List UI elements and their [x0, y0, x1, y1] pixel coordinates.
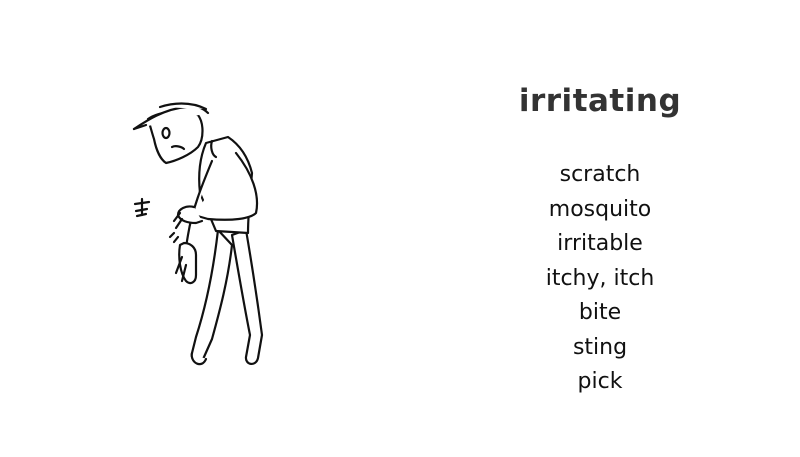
list-item: sting — [572, 334, 628, 360]
vocabulary-panel: irritating scratch mosquito irritable it… — [480, 78, 720, 400]
scratching-person-icon — [132, 102, 264, 366]
list-item: itchy, itch — [545, 265, 655, 291]
scratching-person-illustration — [120, 95, 290, 380]
list-item: irritable — [557, 231, 643, 256]
related-words-list: scratch mosquito irritable itchy, itch b… — [480, 158, 720, 400]
list-item: mosquito — [548, 196, 652, 222]
list-item: pick — [577, 369, 623, 394]
headword-title: irritating — [518, 83, 682, 119]
list-item: scratch — [559, 162, 641, 187]
list-item: bite — [578, 300, 622, 325]
mosquito-icon — [133, 197, 151, 218]
